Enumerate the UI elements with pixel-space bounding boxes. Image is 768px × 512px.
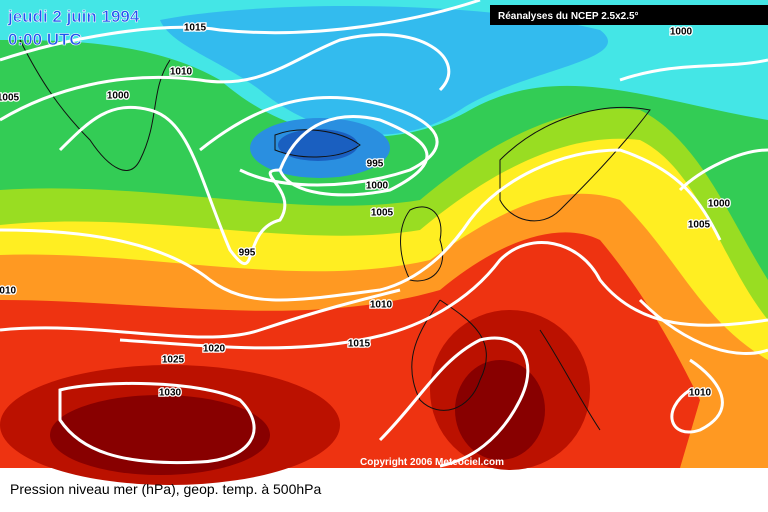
isobar-label: 1005 xyxy=(0,93,20,104)
isobar-label: 1010 xyxy=(689,388,712,399)
isobar-label: 1000 xyxy=(107,91,130,102)
isobar xyxy=(619,58,768,82)
source-box xyxy=(490,5,768,25)
coastlines xyxy=(19,39,651,431)
field-deep-blue xyxy=(278,129,358,161)
isobar xyxy=(58,105,287,266)
isobar xyxy=(119,241,768,350)
field-light-blue xyxy=(160,6,608,135)
coast-greenland xyxy=(19,39,171,171)
isobar-label: 1000 xyxy=(708,199,731,210)
map-date: jeudi 2 juin 1994 xyxy=(7,7,140,26)
field-darkest-red xyxy=(455,360,545,460)
caption: Pression niveau mer (hPa), geop. temp. à… xyxy=(10,481,322,497)
map-time: 0:00 UTC xyxy=(8,30,82,49)
isobar-label: 1005 xyxy=(371,208,394,219)
copyright: Copyright 2006 Meteociel.com xyxy=(360,457,504,468)
coast-iberia xyxy=(411,299,487,411)
isobar-label: 1010 xyxy=(170,67,193,78)
isobar xyxy=(58,381,256,465)
isobar-label: 1025 xyxy=(162,355,185,366)
isobar-label: 1015 xyxy=(348,339,371,350)
isobar xyxy=(670,358,724,434)
isobar-label: 1005 xyxy=(688,220,711,231)
isobars xyxy=(0,0,768,468)
isobar-label: 1010 xyxy=(0,286,17,297)
isobar xyxy=(199,96,439,187)
isobar-label: 995 xyxy=(367,159,384,170)
isobar xyxy=(378,336,530,468)
isobar-label: 1020 xyxy=(203,344,226,355)
coast-british-isles xyxy=(400,206,444,282)
isobar-label: 995 xyxy=(239,248,256,259)
coast-iceland xyxy=(274,129,361,158)
isobar xyxy=(0,288,401,339)
source-label: Réanalyses du NCEP 2.5x2.5° xyxy=(498,11,639,22)
isobar xyxy=(638,298,768,355)
isobar xyxy=(0,33,451,122)
isobar xyxy=(278,115,429,197)
isobar xyxy=(0,0,481,62)
field-darkest-red xyxy=(50,395,270,475)
isobar xyxy=(678,148,768,192)
coast-italy xyxy=(539,329,601,431)
isobar-label: 1015 xyxy=(184,23,207,34)
isobar-label: 1000 xyxy=(366,181,389,192)
isobar-label: 1000 xyxy=(670,27,693,38)
isobar xyxy=(0,148,722,302)
isobar-label: 1010 xyxy=(370,300,393,311)
isobar-label: 1030 xyxy=(159,388,182,399)
coast-scandinavia xyxy=(499,107,651,222)
